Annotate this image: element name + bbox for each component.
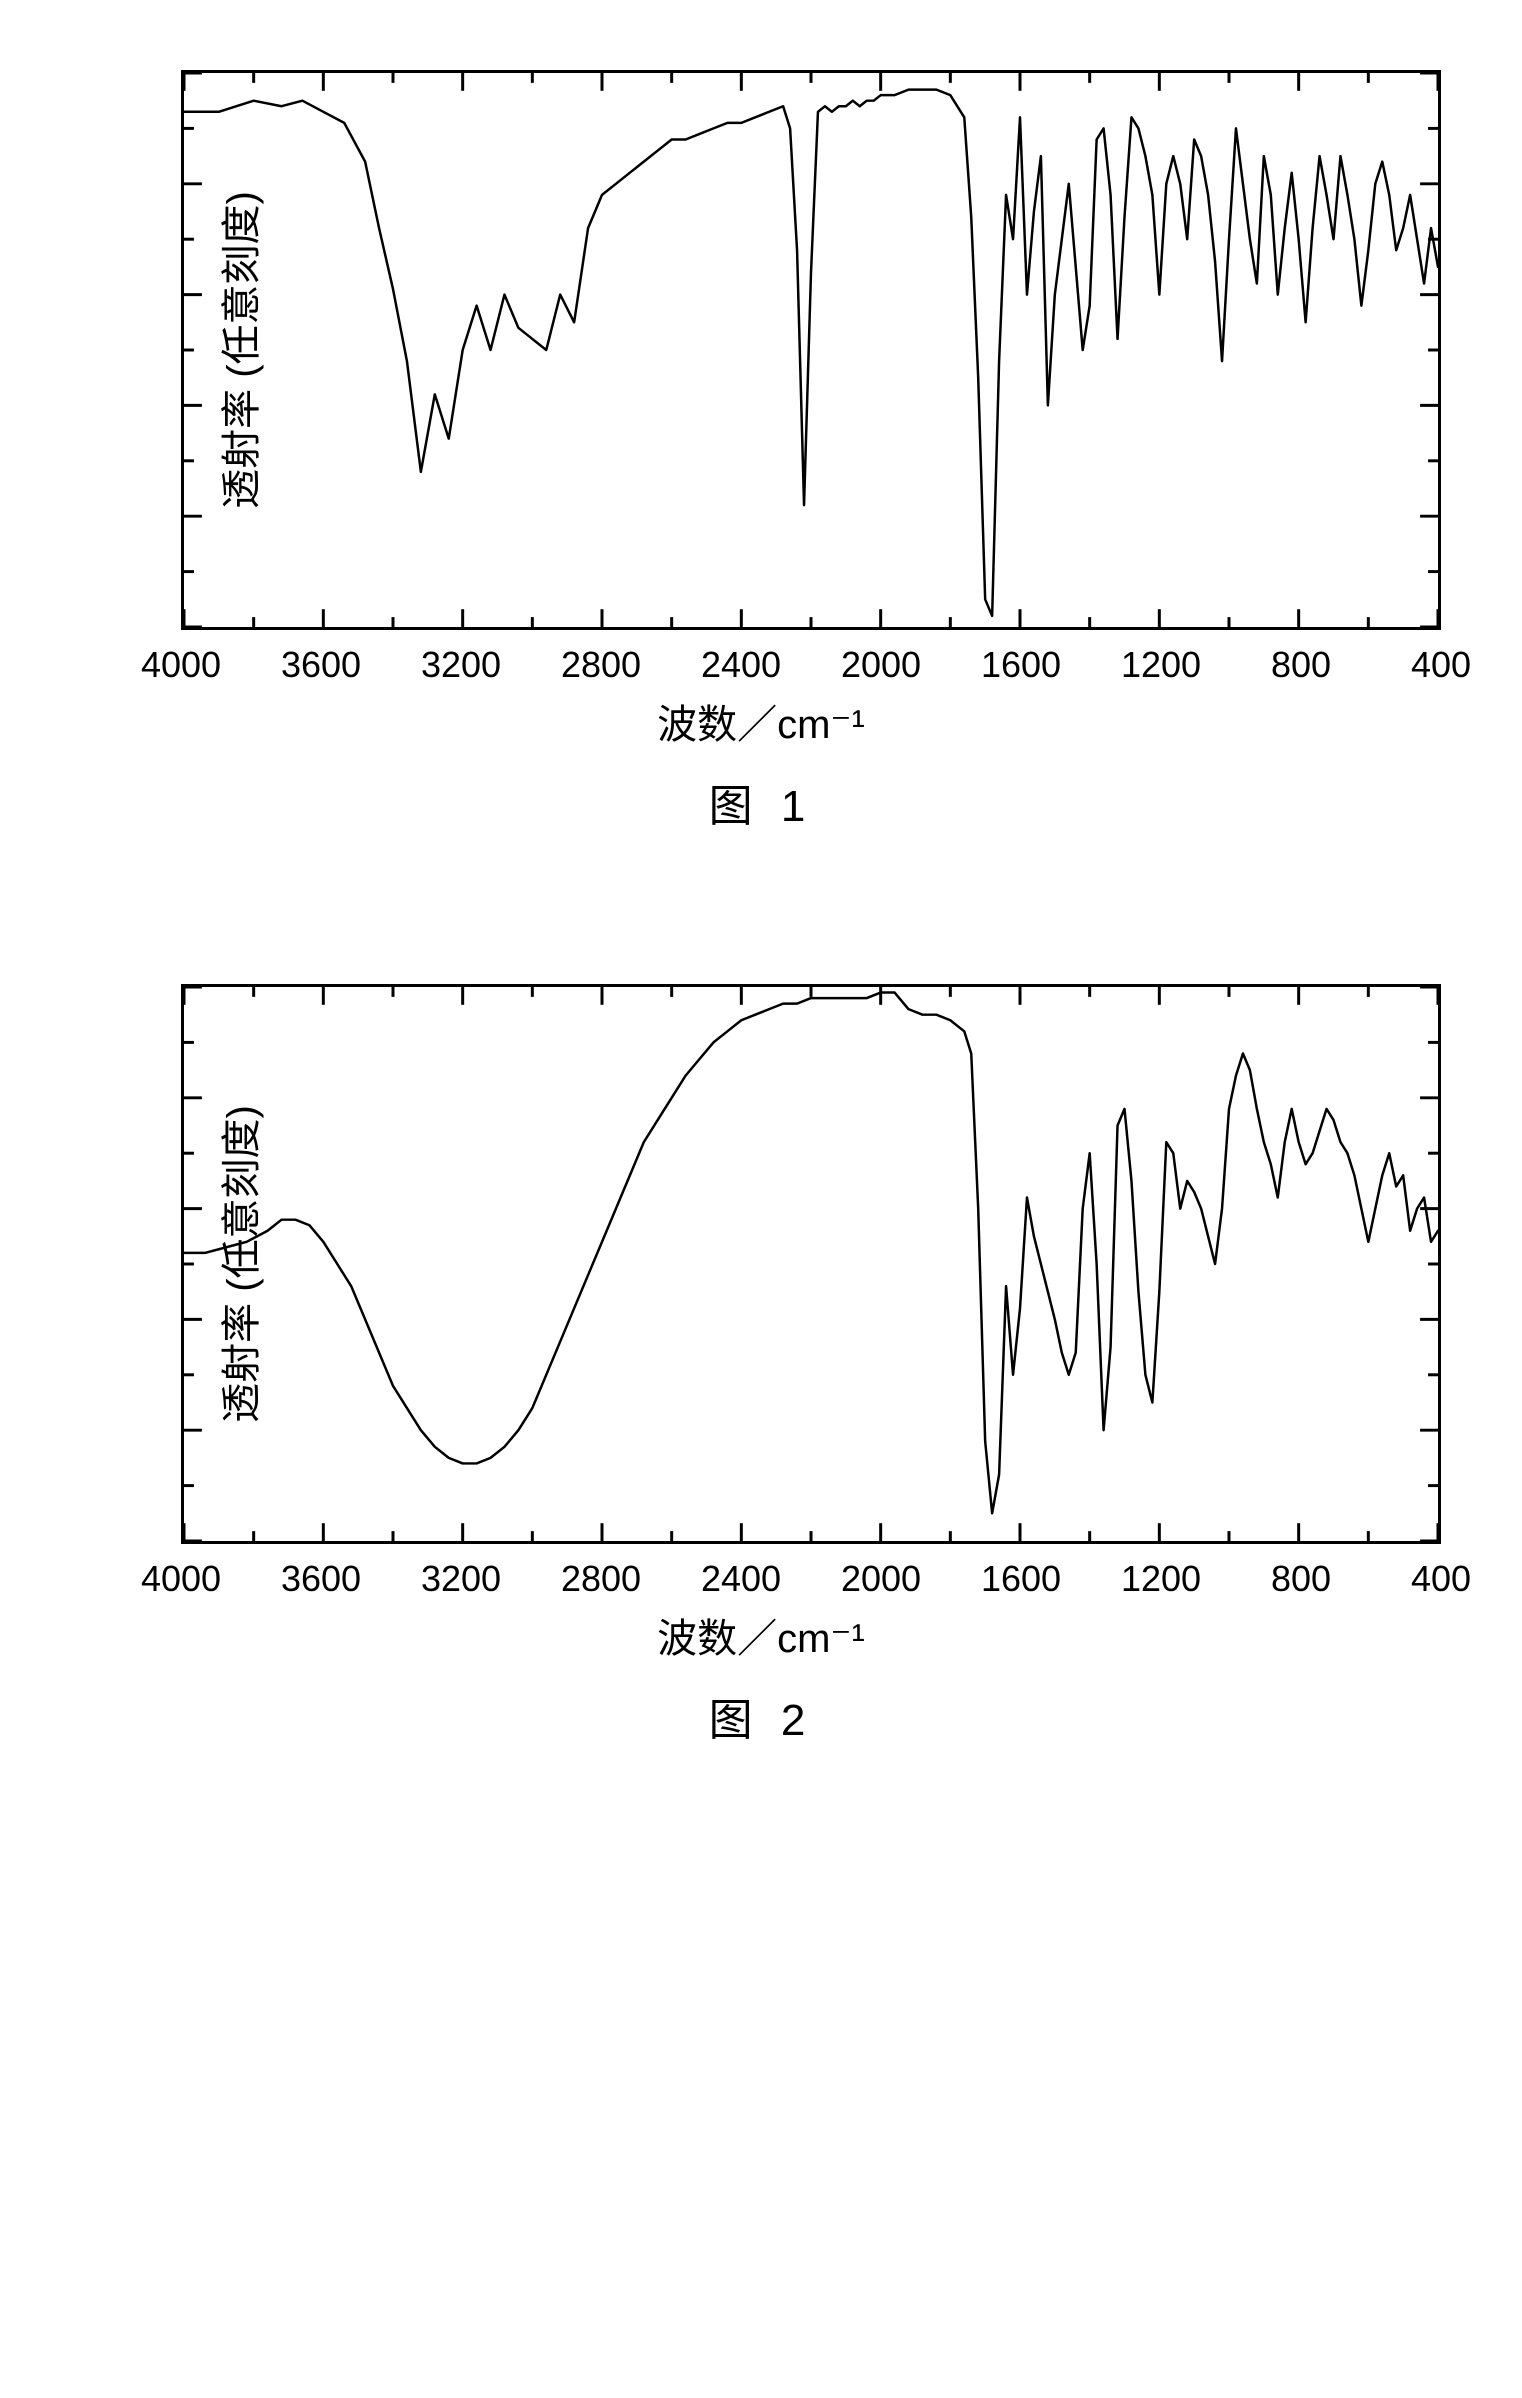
x-tick-label: 800 [1271,644,1331,686]
x-tick-label: 1600 [981,1558,1061,1600]
plot-area-2 [181,984,1441,1544]
figure-1: 透射率 (任意刻度) 40003600320028002400200016001… [30,40,1492,834]
x-tick-label: 2400 [701,644,781,686]
x-tick-label: 3600 [281,1558,361,1600]
x-tick-label: 2400 [701,1558,781,1600]
x-axis-label-1: 波数／cm⁻¹ [51,692,1471,750]
x-tick-label: 800 [1271,1558,1331,1600]
x-tick-label: 400 [1411,1558,1471,1600]
x-tick-label: 2800 [561,644,641,686]
x-tick-label: 3200 [421,1558,501,1600]
plot-area-1 [181,70,1441,630]
x-tick-label: 2000 [841,1558,921,1600]
figure-2: 透射率 (任意刻度) 40003600320028002400200016001… [30,954,1492,1748]
x-tick-label: 2800 [561,1558,641,1600]
x-tick-label: 4000 [141,644,221,686]
spectrum-svg-2 [184,987,1438,1541]
x-tick-label: 1600 [981,644,1061,686]
x-tick-label: 400 [1411,644,1471,686]
x-axis-label-2: 波数／cm⁻¹ [51,1606,1471,1664]
x-tick-label: 1200 [1121,1558,1201,1600]
x-tick-label: 2000 [841,644,921,686]
x-tick-label: 1200 [1121,644,1201,686]
x-tick-label: 3200 [421,644,501,686]
chart-panel-1: 透射率 (任意刻度) 40003600320028002400200016001… [51,40,1471,800]
chart-panel-2: 透射率 (任意刻度) 40003600320028002400200016001… [51,954,1471,1714]
x-tick-label: 4000 [141,1558,221,1600]
x-tick-label: 3600 [281,644,361,686]
spectrum-svg-1 [184,73,1438,627]
